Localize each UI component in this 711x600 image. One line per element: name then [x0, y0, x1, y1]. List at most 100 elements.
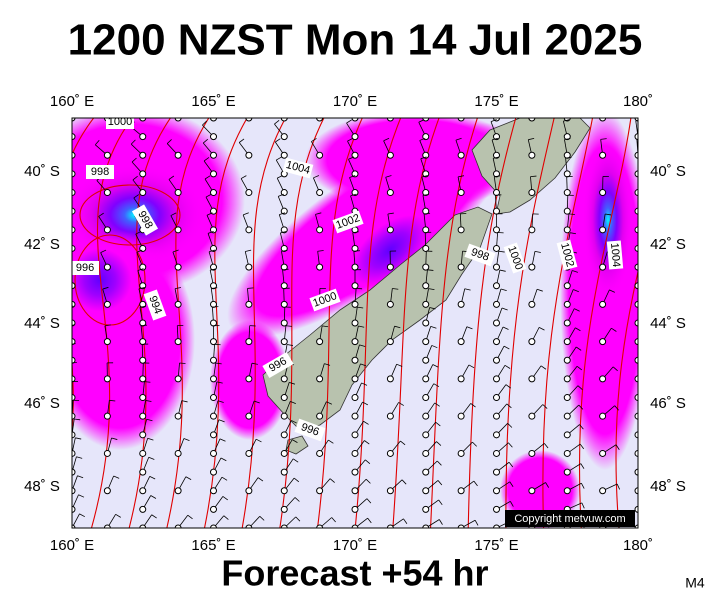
- station: [103, 524, 111, 528]
- station: [210, 375, 217, 383]
- station: [245, 226, 253, 234]
- station: [351, 375, 359, 383]
- wind-barb-flag: [562, 101, 568, 103]
- station: [493, 338, 500, 346]
- station: [634, 338, 638, 346]
- station: [493, 189, 500, 197]
- station: [386, 524, 394, 528]
- wind-barb: [72, 284, 73, 286]
- station: [528, 449, 536, 457]
- station: [422, 412, 430, 420]
- station: [528, 263, 536, 271]
- wind-barb-flag: [350, 193, 357, 197]
- station: [422, 338, 430, 346]
- wind-barb-flag: [257, 477, 264, 482]
- wind-barb-flag: [653, 504, 655, 510]
- wind-barb: [142, 118, 143, 119]
- station: [422, 263, 430, 271]
- wind-barb-flag: [651, 426, 654, 431]
- wind-barb-flag: [575, 327, 581, 332]
- wind-barb-flag: [609, 289, 615, 293]
- isobar-label-bg: [464, 243, 496, 267]
- rain-area: [72, 235, 145, 325]
- wind-barb-flag: [147, 437, 154, 441]
- station: [174, 263, 182, 271]
- rain-area: [500, 450, 580, 528]
- wind-barb-flag: [289, 381, 296, 385]
- station: [634, 505, 638, 513]
- wind-barb-flag: [72, 343, 76, 345]
- station: [280, 133, 288, 141]
- station: [316, 263, 324, 271]
- station: [493, 263, 500, 271]
- isobar: [505, 118, 555, 528]
- wind-barb-flag: [290, 400, 296, 404]
- wind-barb-flag: [421, 175, 428, 178]
- wind-barb-flag: [348, 156, 355, 160]
- station: [210, 300, 217, 308]
- wind-barb-flag: [565, 156, 572, 159]
- station: [72, 356, 76, 364]
- wind-barb-flag: [363, 420, 369, 425]
- station: [245, 487, 253, 495]
- station: [457, 226, 465, 234]
- station: [493, 226, 500, 234]
- station: [280, 524, 288, 528]
- wind-barb-flag: [643, 252, 649, 254]
- wind-barb-flag: [365, 459, 371, 464]
- station: [280, 244, 288, 252]
- wind-barb: [72, 154, 73, 156]
- wind-barb-flag: [579, 424, 584, 430]
- lon-label-bottom: 180˚: [623, 537, 653, 554]
- station: [210, 170, 217, 178]
- isobar: [542, 118, 594, 528]
- station: [634, 356, 638, 364]
- station: [280, 189, 288, 197]
- station: [422, 524, 430, 528]
- wind-barb-flag: [253, 400, 260, 404]
- isobar-label: 1002: [556, 239, 578, 271]
- station: [457, 375, 465, 383]
- station: [245, 263, 253, 271]
- station: [493, 170, 500, 178]
- wind-barb-flag: [418, 119, 425, 123]
- wind-barb-flag: [364, 440, 370, 445]
- wind-barb-flag: [130, 139, 136, 145]
- wind-barb-flag: [540, 365, 547, 370]
- wind-barb-flag: [649, 367, 653, 371]
- wind-barb-flag: [359, 344, 366, 347]
- station: [528, 375, 536, 383]
- wind-barb-flag: [132, 175, 138, 181]
- isobar-label: 1004: [606, 240, 624, 270]
- wind-barb-flag: [493, 156, 500, 159]
- station: [422, 226, 430, 234]
- station: [72, 394, 76, 402]
- station: [72, 151, 76, 159]
- wind-barb-flag: [181, 400, 188, 403]
- wind-barb-flag: [542, 404, 548, 409]
- wind-barb-flag: [569, 232, 577, 235]
- wind-barb-flag: [277, 175, 283, 179]
- wind-barb-flag: [648, 348, 653, 352]
- wind-barb-flag: [581, 502, 585, 509]
- isobar: [578, 118, 632, 528]
- isobar-label-text: 1000: [108, 116, 132, 128]
- station: [210, 226, 217, 234]
- wind-barb-flag: [579, 443, 585, 450]
- wind-barb-flag: [573, 289, 579, 293]
- isobar-label-bg: [294, 418, 326, 442]
- station: [422, 319, 430, 327]
- station: [280, 412, 288, 420]
- station: [422, 375, 430, 383]
- station: [528, 338, 536, 346]
- station: [103, 300, 111, 308]
- lat-label-right: 42˚ S: [650, 236, 686, 253]
- wind-barb-flag: [504, 365, 511, 369]
- station: [245, 118, 253, 122]
- wind-barb-flag: [72, 324, 75, 326]
- wind-barb: [637, 378, 638, 379]
- isobar-label: 1000: [309, 288, 341, 312]
- station: [139, 338, 147, 346]
- wind-barb-flag: [635, 120, 638, 122]
